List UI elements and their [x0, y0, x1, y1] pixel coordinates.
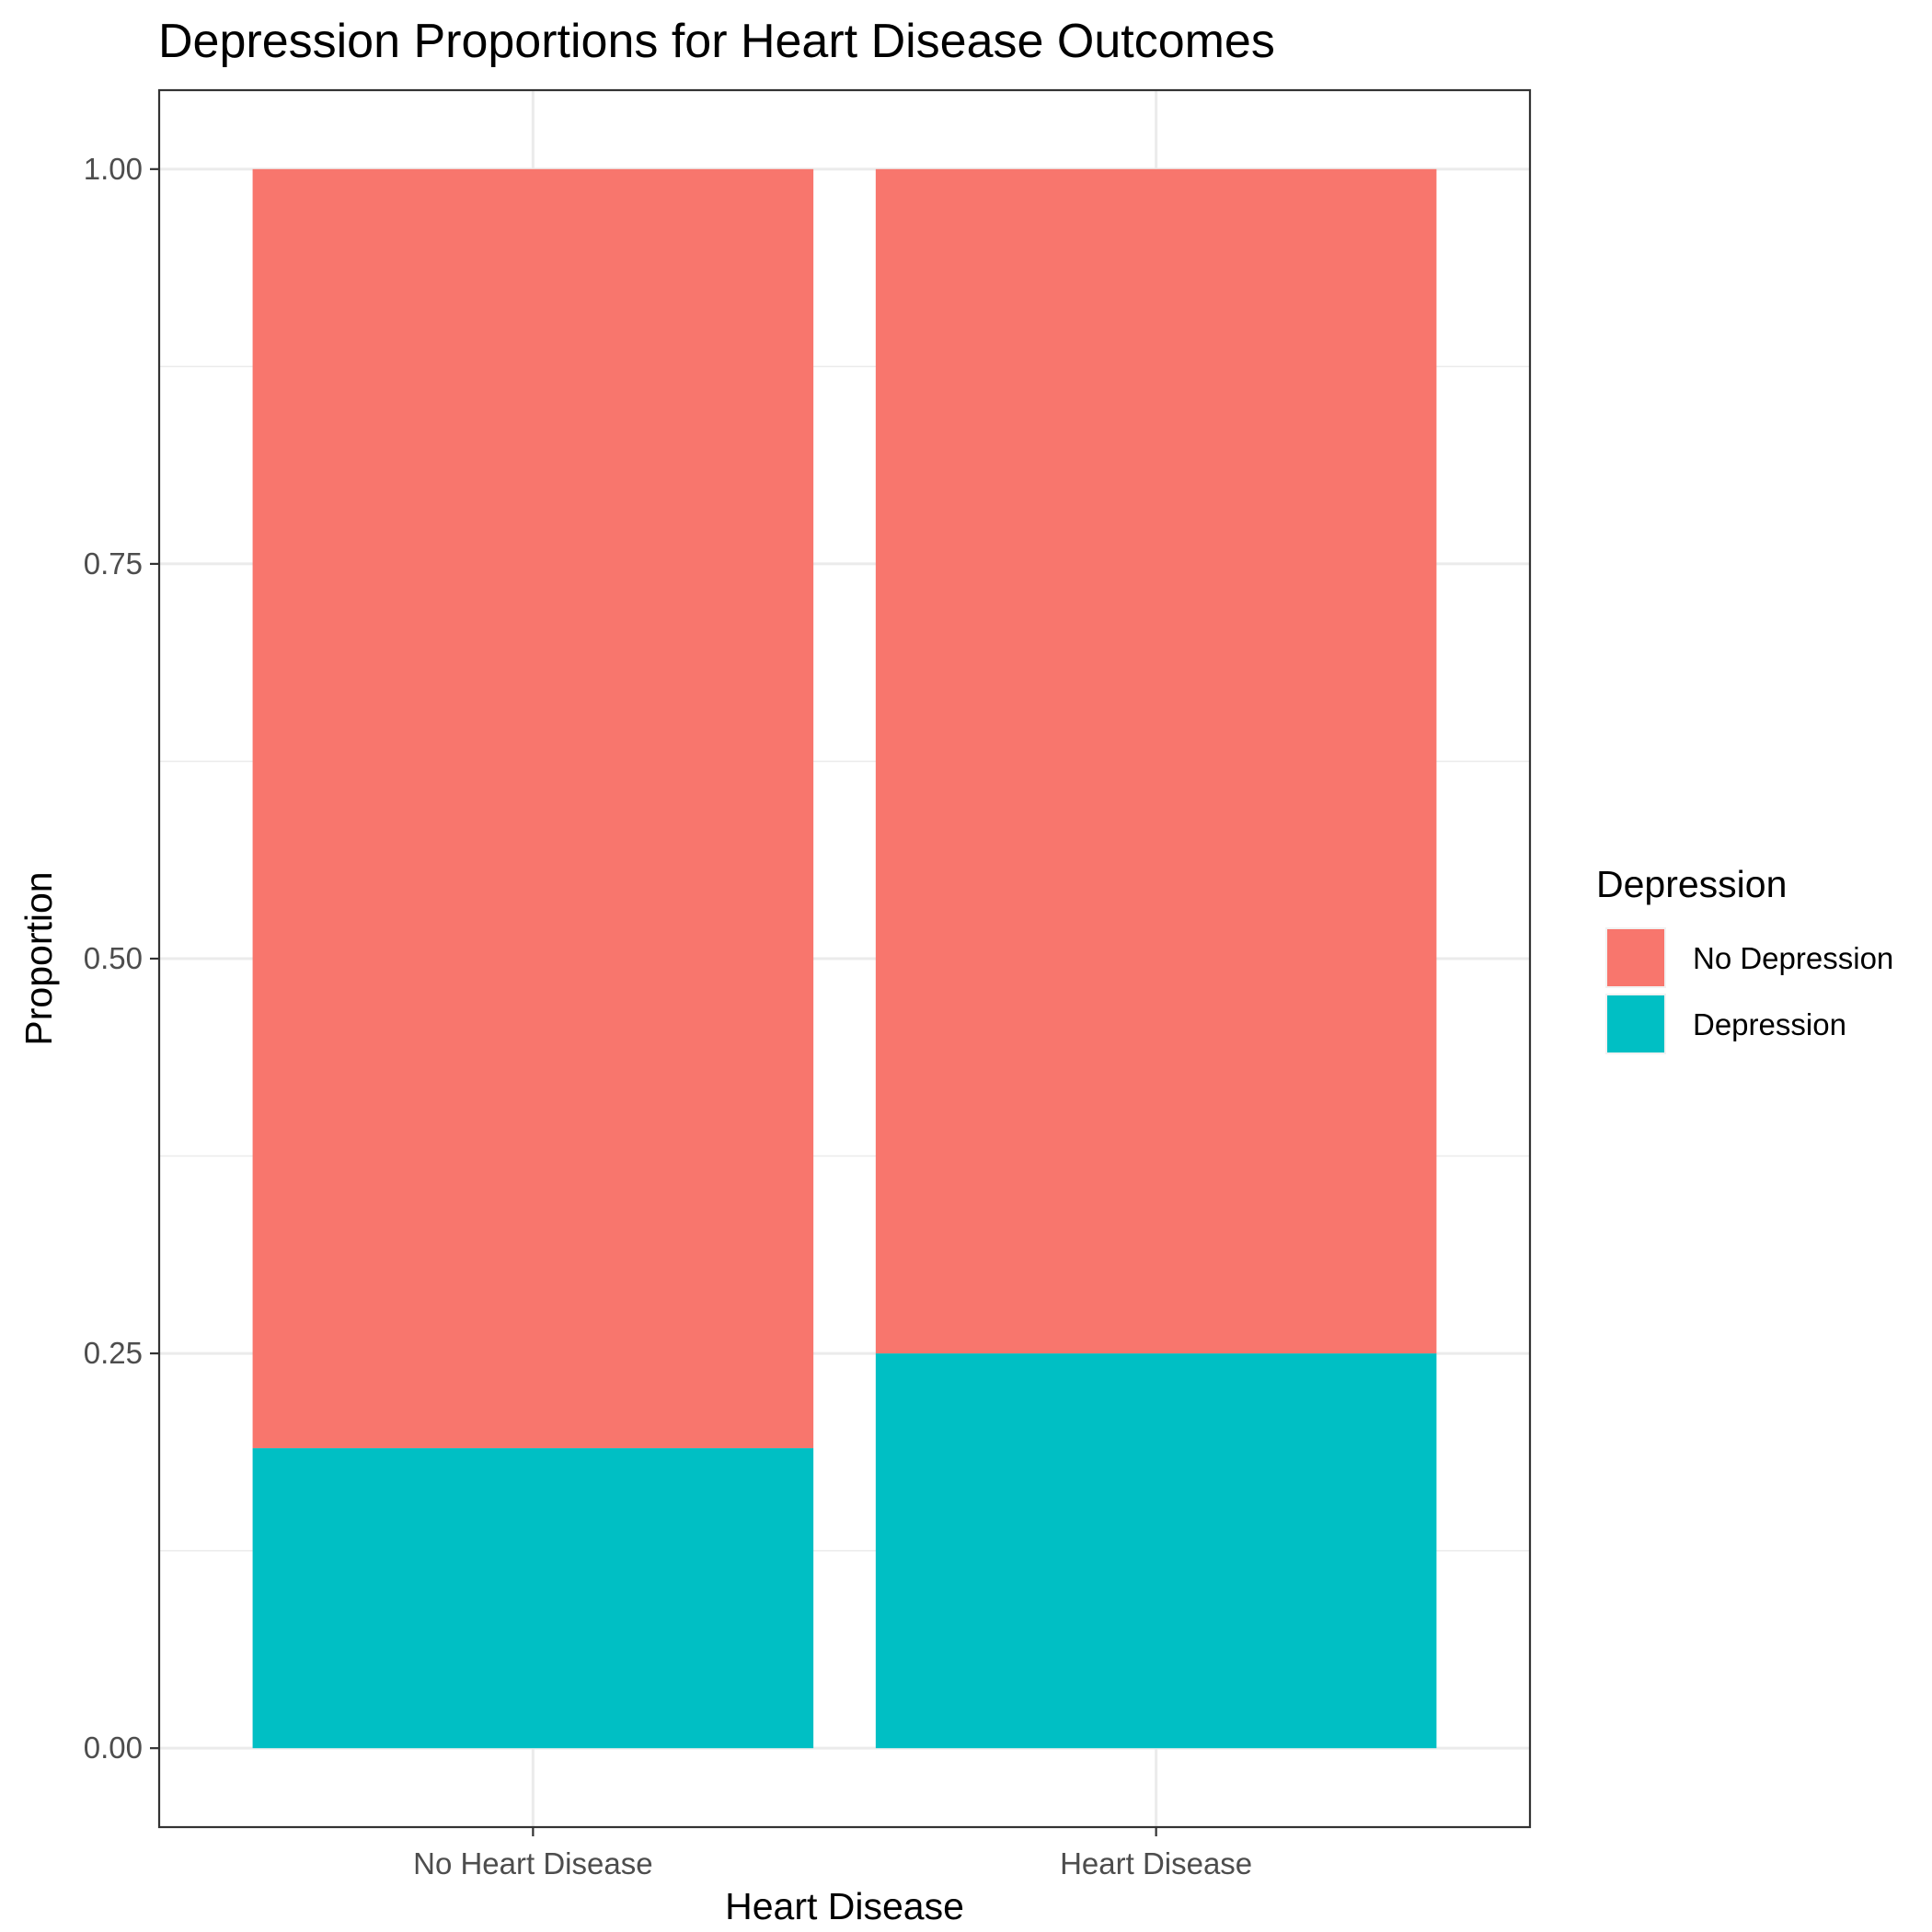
y-tick-label: 0.00 [84, 1731, 143, 1765]
y-axis: 0.00 0.25 0.50 0.75 1.00 [84, 152, 159, 1765]
legend-label: Depression [1693, 1007, 1846, 1041]
legend-swatch [1607, 929, 1664, 986]
legend-label: No Depression [1693, 941, 1893, 975]
x-tick-label: Heart Disease [1060, 1846, 1252, 1880]
bar-depression-heart-disease [875, 1353, 1437, 1749]
y-tick-label: 0.25 [84, 1336, 143, 1370]
plot-panel [157, 88, 1532, 1829]
y-tick-label: 1.00 [84, 152, 143, 186]
bars [252, 168, 1437, 1749]
legend-title: Depression [1596, 863, 1787, 905]
x-tick-label: No Heart Disease [413, 1846, 652, 1880]
legend-swatch [1607, 995, 1664, 1052]
x-axis-title: Heart Disease [725, 1885, 964, 1927]
legend: Depression No Depression Depression [1596, 863, 1893, 1054]
bar-no-depression-no-heart-disease [252, 168, 814, 1449]
y-tick-label: 0.50 [84, 941, 143, 975]
chart-title: Depression Proportions for Heart Disease… [158, 15, 1275, 68]
bar-depression-no-heart-disease [252, 1448, 814, 1749]
x-axis: No Heart Disease Heart Disease [413, 1827, 1252, 1880]
y-tick-label: 0.75 [84, 546, 143, 581]
y-axis-title: Proportion [17, 871, 60, 1045]
bar-no-depression-heart-disease [875, 168, 1437, 1354]
